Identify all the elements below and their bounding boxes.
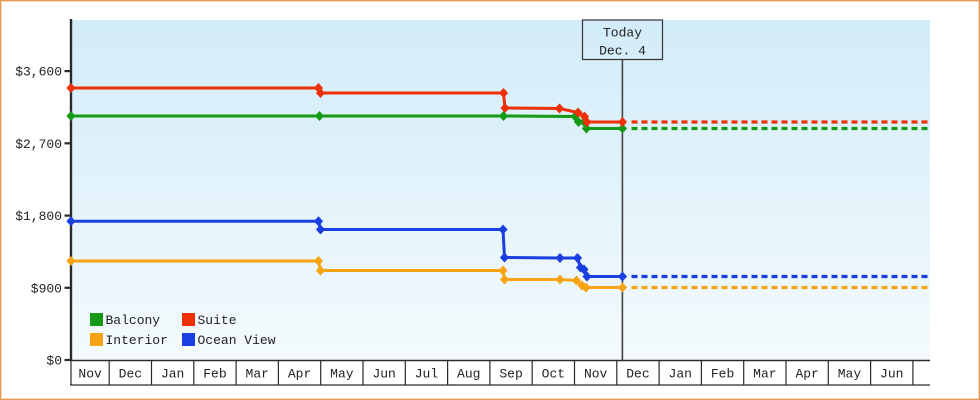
svg-text:Dec. 4: Dec. 4 — [599, 44, 646, 59]
svg-text:Mar: Mar — [753, 367, 776, 382]
svg-text:Nov: Nov — [78, 367, 102, 382]
svg-text:Oct: Oct — [542, 367, 565, 382]
svg-text:Dec: Dec — [119, 367, 142, 382]
svg-text:May: May — [330, 367, 354, 382]
svg-text:Sep: Sep — [499, 367, 522, 382]
svg-text:Nov: Nov — [584, 367, 608, 382]
svg-text:Aug: Aug — [457, 367, 480, 382]
svg-text:Today: Today — [603, 26, 642, 41]
svg-text:May: May — [838, 367, 862, 382]
svg-text:Interior: Interior — [106, 333, 168, 348]
svg-text:$2,700: $2,700 — [15, 137, 62, 152]
svg-text:Jan: Jan — [161, 367, 184, 382]
svg-text:Ocean View: Ocean View — [198, 333, 276, 348]
svg-text:Mar: Mar — [246, 367, 269, 382]
svg-text:Jul: Jul — [415, 367, 439, 382]
svg-text:$1,800: $1,800 — [15, 209, 62, 224]
svg-text:Suite: Suite — [198, 313, 237, 328]
svg-text:Apr: Apr — [288, 367, 311, 382]
svg-text:Jun: Jun — [372, 367, 395, 382]
svg-text:$0: $0 — [46, 354, 62, 369]
svg-text:Balcony: Balcony — [106, 313, 161, 328]
svg-text:$900: $900 — [31, 281, 62, 296]
svg-text:Jan: Jan — [669, 367, 692, 382]
svg-text:Jun: Jun — [880, 367, 903, 382]
svg-text:Dec: Dec — [626, 367, 649, 382]
svg-text:Feb: Feb — [711, 367, 734, 382]
svg-text:$3,600: $3,600 — [15, 65, 62, 80]
svg-text:Feb: Feb — [203, 367, 226, 382]
svg-text:Apr: Apr — [795, 367, 818, 382]
